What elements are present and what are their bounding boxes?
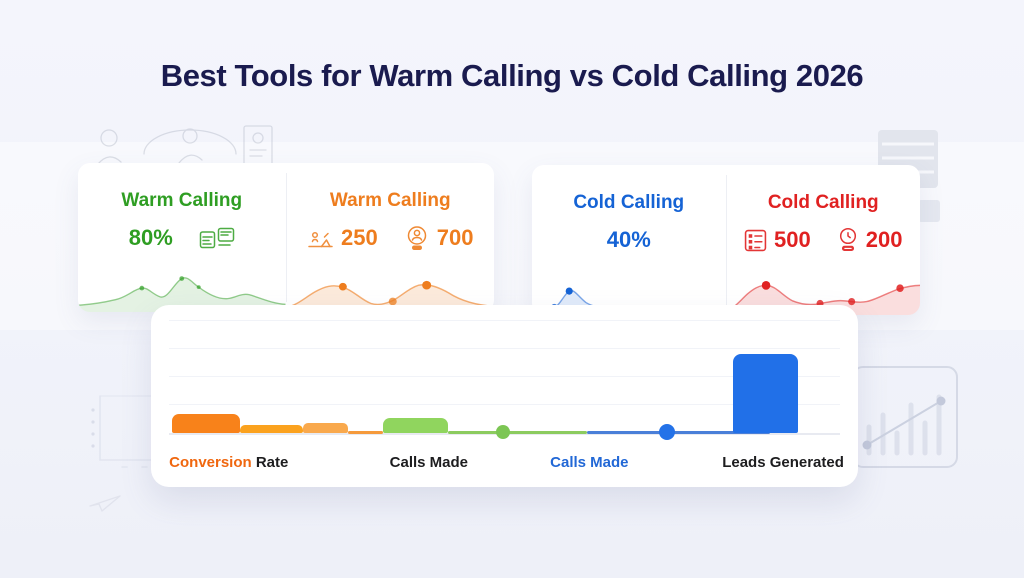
documents-icon	[199, 225, 235, 251]
chart-gridline	[169, 376, 840, 377]
warm-leads-stat: 700	[404, 225, 474, 251]
cold-leads-value: 200	[865, 227, 903, 252]
chart-category-label: Conversion Rate	[169, 454, 289, 471]
cold-calls-stat: 500	[744, 227, 811, 253]
chart-gridline	[169, 348, 840, 349]
chart-point	[659, 424, 675, 440]
workstation-icon	[307, 227, 334, 250]
chart-category-labels: Conversion Rate Calls Made Calls Made Leads…	[151, 454, 858, 474]
card-warm-calling-volume: Warm Calling 250	[286, 163, 495, 312]
bar-chart-plot-area	[169, 320, 840, 440]
warm-rate-sparkline	[78, 276, 286, 312]
checklist-icon	[744, 229, 767, 252]
warm-calling-rate-stats: 80%	[78, 225, 286, 251]
chart-category-label: Calls Made	[389, 454, 469, 471]
warm-conversion-rate-value: 80%	[128, 225, 173, 250]
paper-plane-sketch	[89, 495, 121, 512]
chart-bar	[733, 354, 798, 433]
card-cold-calling-volume: Cold Calling 500	[726, 165, 921, 315]
cold-leads-stat: 200	[837, 227, 903, 253]
cold-calling-rate-stats: 40%	[532, 227, 726, 253]
chart-gridline	[169, 404, 840, 405]
warm-calling-rate-title: Warm Calling	[121, 190, 243, 211]
warm-calls-value: 250	[341, 225, 378, 250]
cold-calling-rate-title: Cold Calling	[573, 192, 685, 213]
bar-chart-sketch	[852, 366, 958, 468]
cold-conversion-rate-value: 40%	[606, 227, 651, 252]
page-title: Best Tools for Warm Calling vs Cold Call…	[160, 58, 864, 93]
cold-calls-value: 500	[774, 227, 811, 252]
card-divider	[725, 175, 727, 305]
warm-calling-volume-title: Warm Calling	[329, 190, 451, 211]
person-badge-icon	[404, 225, 430, 251]
cold-calling-volume-stats: 500 200	[727, 227, 921, 253]
cold-calling-volume-title: Cold Calling	[767, 192, 879, 213]
chart-category-label: Calls Made	[550, 454, 629, 471]
chart-point	[496, 425, 510, 439]
chart-line	[448, 431, 587, 434]
chart-bar	[172, 414, 240, 433]
chart-gridline	[169, 320, 840, 321]
chart-line	[348, 431, 383, 434]
chart-bar	[240, 425, 303, 433]
warm-leads-value: 700	[436, 225, 474, 250]
card-divider	[285, 173, 287, 302]
cold-calling-card-group: Cold Calling 40% Cold Calling	[532, 165, 920, 315]
card-warm-calling-rate: Warm Calling 80%	[78, 163, 286, 312]
card-cold-calling-rate: Cold Calling 40%	[532, 165, 726, 315]
warm-calling-volume-stats: 250 700	[287, 225, 495, 251]
chart-bar	[383, 418, 448, 433]
warm-calls-stat: 250	[307, 225, 378, 251]
chart-category-label: Leads Generated	[722, 454, 844, 471]
comparison-bar-chart-card: Conversion Rate Calls Made Calls Made Leads…	[151, 305, 858, 487]
warm-calling-card-group: Warm Calling 80%	[78, 163, 494, 312]
chart-line	[587, 431, 770, 434]
badge-icon	[837, 227, 859, 253]
chart-bar	[303, 423, 348, 433]
